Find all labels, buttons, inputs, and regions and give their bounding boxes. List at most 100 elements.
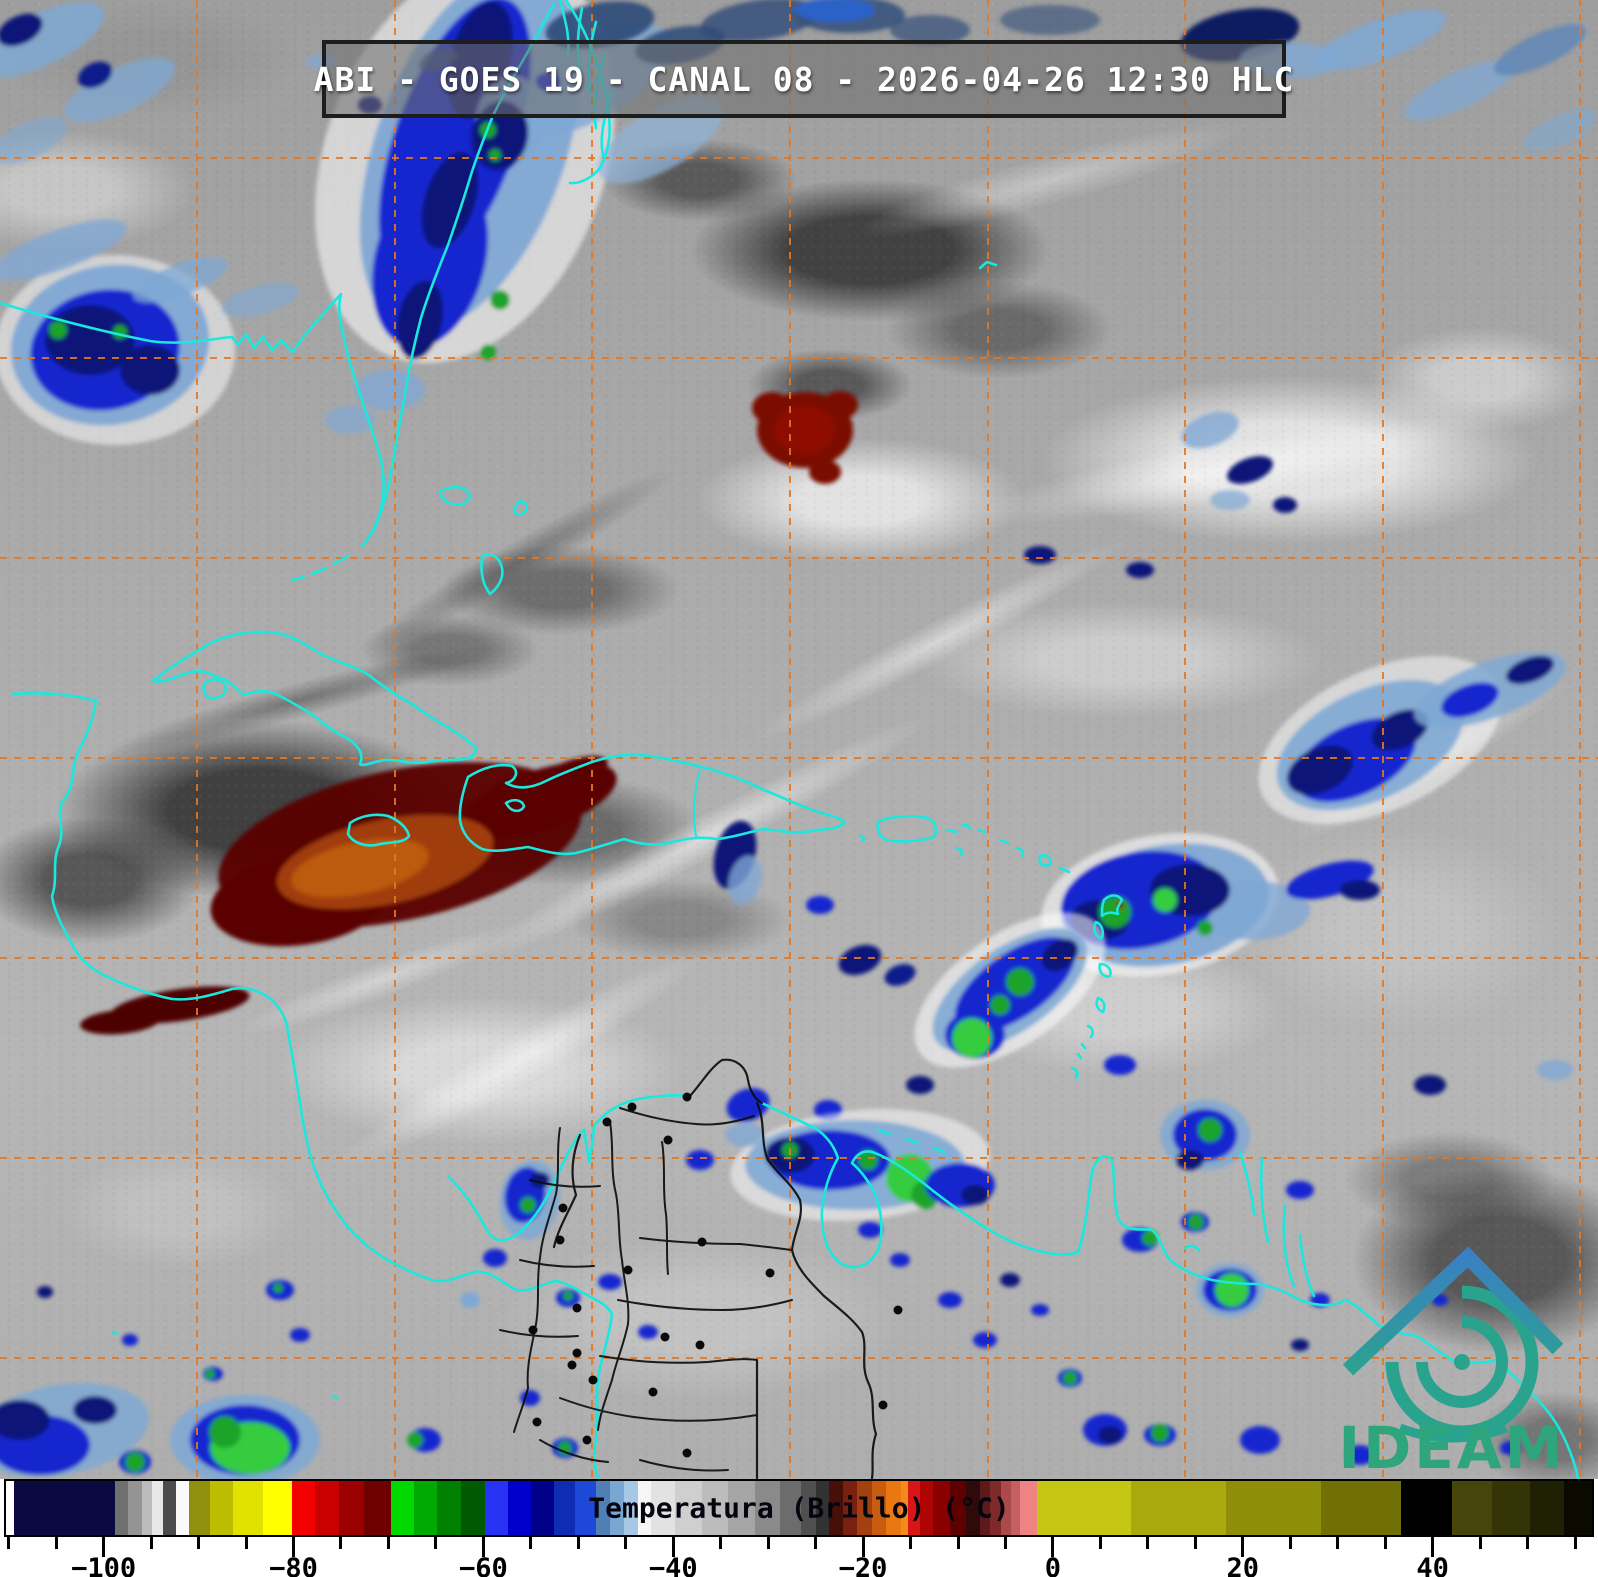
- city-dots: [528, 1092, 903, 1458]
- axis-tick-label: 0: [1044, 1553, 1062, 1577]
- colorbar-segment: [1563, 1481, 1592, 1535]
- colorbar-segment: [508, 1481, 531, 1535]
- colorbar-segment: [1529, 1481, 1564, 1535]
- axis-minor-tick: [529, 1537, 533, 1549]
- colorbar-segment: [414, 1481, 437, 1535]
- colorbar-segment: [901, 1481, 908, 1535]
- colorbar-label: Temperatura (Brillo) (°C): [588, 1491, 1010, 1525]
- colorbar-segment: [920, 1481, 934, 1535]
- virgin-islands: [858, 823, 987, 857]
- colorbar-segment: [115, 1481, 129, 1535]
- axis-minor-tick: [1478, 1537, 1482, 1549]
- colorbar-segment: [530, 1481, 554, 1535]
- guajira-peninsula: [688, 1058, 764, 1105]
- convection-pacific-bottom-left: [0, 1280, 441, 1479]
- colorbar-segment: [175, 1481, 190, 1535]
- colorbar-segment: [609, 1481, 624, 1535]
- abc-islands: [876, 1128, 1201, 1253]
- dry-warm-patch-atlantic: [752, 391, 858, 484]
- ideam-logo: IDEAM: [1339, 1246, 1566, 1479]
- colorbar-segment: [965, 1481, 980, 1535]
- colorbar-segment: [128, 1481, 142, 1535]
- colorbar-segment: [1011, 1481, 1020, 1535]
- cold-cloud-top-left: [0, 2, 176, 164]
- colorbar-segment: [162, 1481, 176, 1535]
- axis-tick-label: −60: [458, 1553, 508, 1577]
- colorbar-segment: [779, 1481, 801, 1535]
- colorbar-segment: [949, 1481, 966, 1535]
- axis-minor-tick: [339, 1537, 343, 1549]
- axis-tick-label: 20: [1226, 1553, 1260, 1577]
- gonave-island: [504, 798, 526, 813]
- colorbar-segment: [6, 1481, 14, 1535]
- colorbar-segment: [1000, 1481, 1012, 1535]
- colorbar-segment: [1491, 1481, 1530, 1535]
- gulf-coast-and-florida: [0, 2, 556, 548]
- colorbar-segment: [189, 1481, 211, 1535]
- axis-minor-tick: [814, 1537, 818, 1549]
- axis-minor-tick: [1098, 1537, 1102, 1549]
- cold-cloud-mid-atlantic-streaks: [1258, 652, 1566, 824]
- lat-lon-graticule: [0, 0, 1598, 1479]
- bahamas: [438, 485, 528, 596]
- political-borders: [499, 1058, 878, 1479]
- axis-minor-tick: [1383, 1537, 1387, 1549]
- jamaica: [346, 813, 411, 847]
- axis-tick-label: −80: [269, 1553, 318, 1577]
- colorbar-segment: [596, 1481, 610, 1535]
- axis-minor-tick: [719, 1537, 723, 1549]
- axis-tick-label: 40: [1416, 1553, 1449, 1577]
- axis-major-tick: [1051, 1537, 1055, 1557]
- axis-minor-tick: [54, 1537, 58, 1549]
- department-borders: [499, 1107, 793, 1472]
- colorbar-segment: [638, 1481, 651, 1535]
- axis-minor-tick: [1573, 1537, 1577, 1549]
- colorbar-segment: [1451, 1481, 1492, 1535]
- axis-minor-tick: [1288, 1537, 1292, 1549]
- colorbar-segment: [553, 1481, 575, 1535]
- small-islets: [111, 1330, 339, 1400]
- colorbar-segment: [314, 1481, 340, 1535]
- colorbar-segment: [339, 1481, 364, 1535]
- title-banner: ABI - GOES 19 - CANAL 08 - 2026-04-26 12…: [314, 40, 1293, 118]
- lesser-antilles: [998, 838, 1124, 1080]
- cold-cloud-hispaniola-south: [713, 820, 916, 986]
- colorbar-segment: [907, 1481, 921, 1535]
- axis-minor-tick: [576, 1537, 580, 1549]
- axis-minor-tick: [149, 1537, 153, 1549]
- axis-major-tick: [481, 1537, 485, 1557]
- convective-cluster-antilles-sw: [914, 912, 1106, 1068]
- axis-minor-tick: [766, 1537, 770, 1549]
- colorbar-segment: [754, 1481, 780, 1535]
- axis-minor-tick: [197, 1537, 201, 1549]
- axis-major-tick: [102, 1537, 106, 1557]
- colorbar-segment: [460, 1481, 486, 1535]
- axis-tick-label: −40: [648, 1553, 698, 1577]
- axis-minor-tick: [1003, 1537, 1007, 1549]
- coastlines: [0, 0, 1580, 1479]
- colorbar-segment: [436, 1481, 461, 1535]
- colombia-venezuela-border: [755, 1101, 878, 1479]
- cold-cloud-louisiana: [0, 219, 299, 445]
- isle-of-youth: [202, 678, 228, 700]
- colorbar-segment: [263, 1481, 292, 1535]
- ideam-wordmark: IDEAM: [1339, 1414, 1566, 1479]
- colorbar-segment: [291, 1481, 315, 1535]
- colorbar-segment: [829, 1481, 844, 1535]
- colorbar-segment: [815, 1481, 829, 1535]
- yucatan-central-america-coast: [10, 691, 614, 1316]
- axis-major-tick: [292, 1537, 296, 1557]
- colorbar-segment: [871, 1481, 886, 1535]
- colorbar-segment: [152, 1481, 163, 1535]
- title-text: ABI - GOES 19 - CANAL 08 - 2026-04-26 12…: [313, 59, 1295, 99]
- scattered-convection-caribbean-south: [726, 1055, 1573, 1199]
- axis-minor-tick: [909, 1537, 913, 1549]
- colorbar-segment: [728, 1481, 755, 1535]
- colombia-pacific-coast: [592, 1312, 614, 1479]
- dry-warm-region-caribbean: [80, 756, 617, 1035]
- axis-minor-tick: [1193, 1537, 1197, 1549]
- axis-major-tick: [861, 1537, 865, 1557]
- colorbar-segment: [1036, 1481, 1131, 1535]
- cuba: [151, 630, 479, 767]
